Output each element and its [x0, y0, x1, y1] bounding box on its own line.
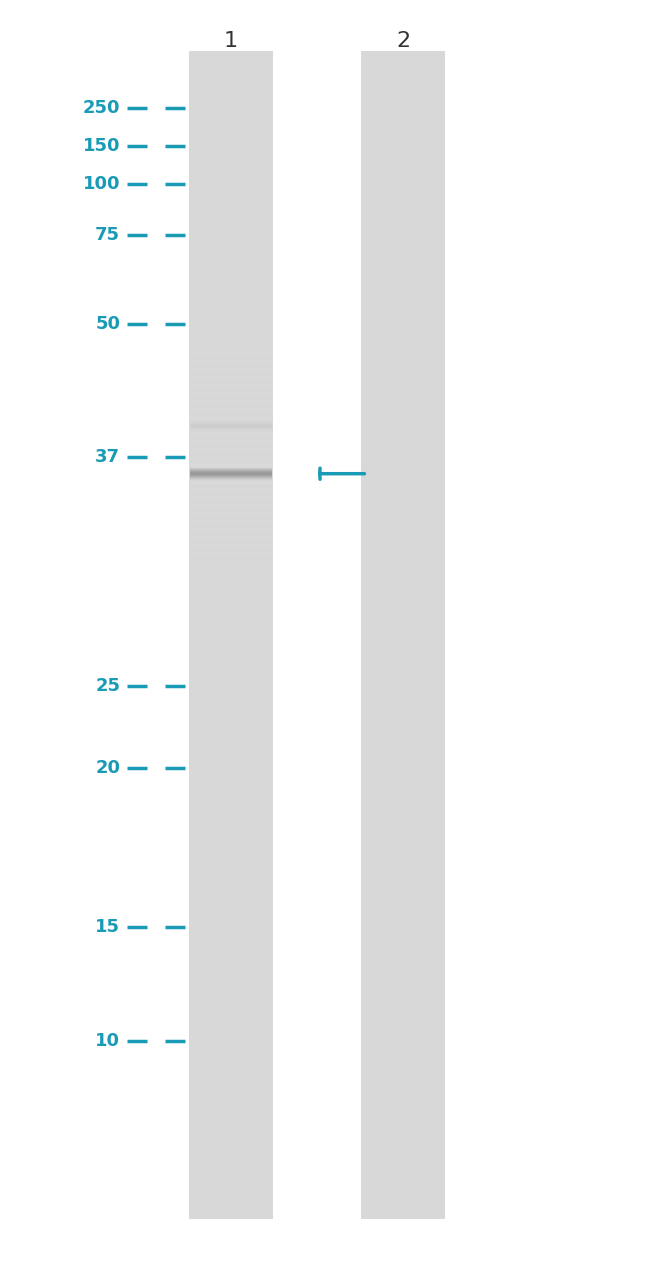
Text: 100: 100: [83, 175, 120, 193]
Text: 15: 15: [96, 918, 120, 936]
Text: 37: 37: [96, 448, 120, 466]
FancyBboxPatch shape: [361, 51, 445, 1219]
Text: 25: 25: [96, 677, 120, 695]
Text: 75: 75: [96, 226, 120, 244]
Text: 20: 20: [96, 759, 120, 777]
Text: 250: 250: [83, 99, 120, 117]
Text: 2: 2: [396, 30, 410, 51]
Text: 50: 50: [96, 315, 120, 333]
Text: 1: 1: [224, 30, 238, 51]
Text: 150: 150: [83, 137, 120, 155]
Text: 10: 10: [96, 1033, 120, 1050]
FancyBboxPatch shape: [188, 51, 273, 1219]
